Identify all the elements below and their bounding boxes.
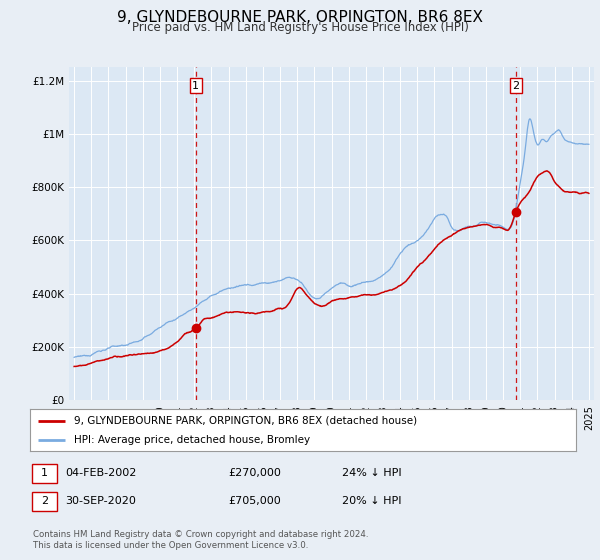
Text: 30-SEP-2020: 30-SEP-2020 — [65, 496, 136, 506]
Text: 04-FEB-2002: 04-FEB-2002 — [65, 468, 136, 478]
Text: 1: 1 — [192, 81, 199, 91]
Text: 2: 2 — [512, 81, 520, 91]
Text: 24% ↓ HPI: 24% ↓ HPI — [342, 468, 401, 478]
Text: £270,000: £270,000 — [228, 468, 281, 478]
Text: 1: 1 — [41, 468, 48, 478]
Text: This data is licensed under the Open Government Licence v3.0.: This data is licensed under the Open Gov… — [33, 541, 308, 550]
Text: 9, GLYNDEBOURNE PARK, ORPINGTON, BR6 8EX (detached house): 9, GLYNDEBOURNE PARK, ORPINGTON, BR6 8EX… — [74, 416, 417, 426]
Text: 2: 2 — [41, 496, 48, 506]
Text: Contains HM Land Registry data © Crown copyright and database right 2024.: Contains HM Land Registry data © Crown c… — [33, 530, 368, 539]
Text: 20% ↓ HPI: 20% ↓ HPI — [342, 496, 401, 506]
Text: HPI: Average price, detached house, Bromley: HPI: Average price, detached house, Brom… — [74, 435, 310, 445]
Text: Price paid vs. HM Land Registry's House Price Index (HPI): Price paid vs. HM Land Registry's House … — [131, 21, 469, 34]
Text: £705,000: £705,000 — [228, 496, 281, 506]
Text: 9, GLYNDEBOURNE PARK, ORPINGTON, BR6 8EX: 9, GLYNDEBOURNE PARK, ORPINGTON, BR6 8EX — [117, 10, 483, 25]
